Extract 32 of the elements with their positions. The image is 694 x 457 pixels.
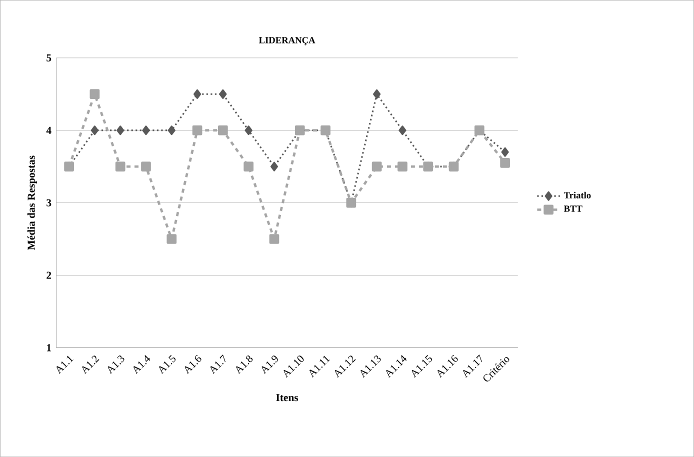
point	[218, 125, 228, 136]
point	[193, 89, 202, 99]
point	[501, 147, 509, 157]
x-axis-title: Itens	[276, 394, 298, 402]
y-tick-label: 1	[47, 344, 51, 352]
y-tick-label: 2	[46, 272, 52, 279]
point	[90, 89, 100, 99]
point	[141, 162, 151, 172]
point	[398, 162, 408, 172]
y-axis-title: Média das Respostas	[27, 156, 38, 250]
point	[142, 125, 150, 136]
point	[115, 162, 126, 172]
point	[116, 125, 124, 136]
y-tick-label: 4	[46, 126, 52, 134]
legend-label: BTT	[564, 206, 582, 212]
point	[219, 89, 227, 99]
chart-title: LIDERANÇA	[258, 37, 316, 46]
point	[244, 162, 254, 172]
point	[270, 162, 278, 172]
point	[244, 125, 252, 136]
point	[372, 162, 382, 172]
point	[500, 158, 510, 168]
legend-label: Triatlo	[564, 192, 591, 198]
point	[166, 234, 177, 244]
point	[269, 234, 280, 244]
y-tick-label: 3	[46, 199, 52, 206]
point	[373, 89, 381, 99]
y-tick-label: 5	[46, 54, 52, 62]
point	[90, 125, 98, 136]
point	[192, 125, 202, 136]
point	[168, 125, 176, 136]
point	[398, 125, 406, 136]
